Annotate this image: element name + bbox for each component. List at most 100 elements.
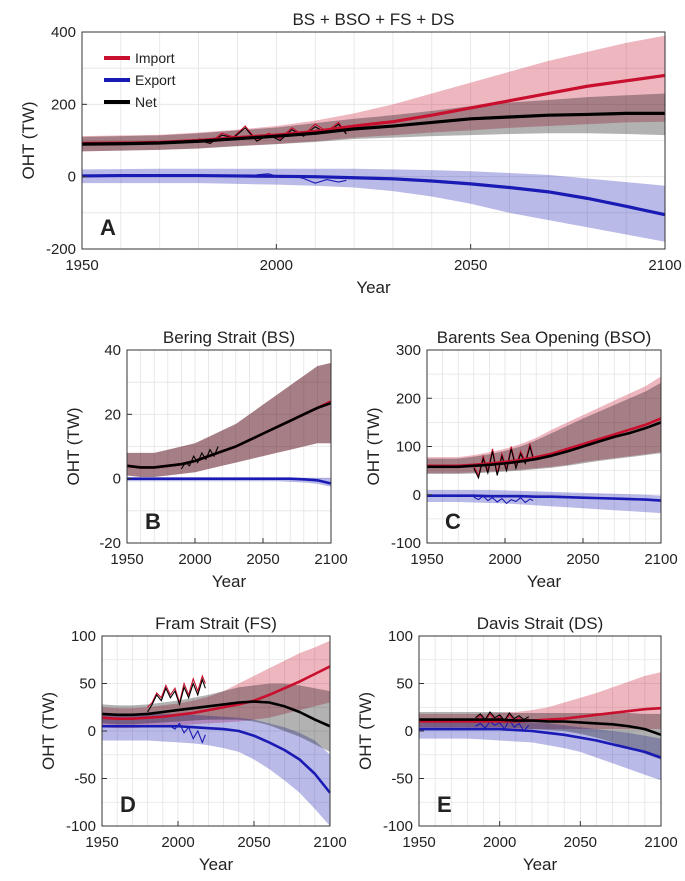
x-axis-label: Year [356, 278, 391, 297]
band-export [419, 721, 661, 781]
panel-letter: C [445, 509, 461, 534]
band-export [427, 489, 661, 514]
y-tick-label: 0 [88, 723, 96, 740]
series-line-net [419, 718, 662, 737]
y-tick-label: 0 [113, 471, 121, 488]
y-tick-label: -100 [66, 818, 96, 835]
x-tick-label: 2050 [246, 551, 279, 568]
y-tick-label: -50 [391, 771, 413, 788]
x-tick-label: 2100 [313, 834, 346, 851]
x-tick-label: 1950 [65, 257, 98, 274]
series-line-net [101, 700, 331, 728]
y-tick-label: -100 [391, 535, 421, 552]
plot-frame [126, 349, 332, 544]
y-tick-label: 0 [413, 487, 421, 504]
legend-label-export: Export [135, 72, 176, 88]
band-import [102, 640, 330, 729]
series-line-export [102, 724, 332, 794]
band-net [427, 382, 661, 475]
x-tick-label: 2000 [488, 551, 521, 568]
panel-letter: E [437, 792, 452, 817]
x-tick-label: 2000 [161, 834, 194, 851]
x-axis-label: Year [199, 855, 234, 874]
y-axis-label: OHT (TW) [39, 692, 58, 770]
plot-frame [81, 31, 666, 250]
series-line-net [81, 111, 665, 146]
y-axis-label: OHT (TW) [19, 101, 38, 179]
series-line-export [127, 477, 332, 485]
y-tick-label: -100 [383, 818, 413, 835]
y-tick-label: 200 [396, 390, 421, 407]
panel-letter: A [100, 215, 116, 240]
observation-line-net [180, 446, 219, 470]
x-axis-label: Year [523, 855, 558, 874]
y-tick-label: 100 [388, 628, 413, 645]
panel-letter: B [145, 509, 161, 534]
band-export [82, 168, 665, 242]
y-tick-label: 40 [104, 342, 121, 359]
y-tick-label: -20 [99, 535, 121, 552]
y-tick-label: 0 [68, 169, 76, 186]
x-tick-label: 2000 [483, 834, 516, 851]
y-tick-label: -200 [46, 241, 76, 258]
x-tick-label: 2050 [566, 551, 599, 568]
x-tick-label: 2050 [237, 834, 270, 851]
x-tick-label: 2050 [564, 834, 597, 851]
band-import [427, 376, 661, 474]
x-tick-label: 1950 [410, 551, 443, 568]
x-tick-label: 2100 [648, 257, 681, 274]
y-tick-label: -50 [74, 771, 96, 788]
band-export [102, 713, 330, 826]
band-import [82, 35, 665, 152]
y-tick-label: 100 [71, 628, 96, 645]
x-tick-label: 2050 [454, 257, 487, 274]
series-line-export [81, 173, 666, 217]
x-tick-label: 2100 [644, 834, 677, 851]
band-import [127, 362, 331, 478]
panel-title: BS + BSO + FS + DS [292, 10, 454, 29]
x-tick-label: 2000 [260, 257, 293, 274]
panel-e: 1950 2000 2050 2100 -100 -50 0 50 100 Davis Strai… [356, 614, 678, 874]
y-axis-label: OHT (TW) [364, 407, 383, 485]
band-net [127, 362, 331, 478]
series-line-import [101, 665, 331, 720]
panel-a: 1950 2000 2050 2100 -200 0 200 400 BS + BSO + FS… [19, 10, 682, 297]
panel-d: 1950 2000 2050 2100 -100 -50 0 50 100 Fram Strait… [39, 614, 347, 874]
x-tick-label: 1950 [110, 551, 143, 568]
panel-c: 1950 2000 2050 2100 -100 0 100 200 300 Barents Se… [364, 328, 678, 591]
panel-title: Barents Sea Opening (BSO) [437, 328, 652, 347]
legend-label-net: Net [135, 94, 157, 110]
y-tick-label: 50 [396, 676, 413, 693]
series-line-net [427, 421, 662, 469]
band-net [102, 683, 330, 752]
x-tick-label: 1950 [402, 834, 435, 851]
panel-b: 1950 2000 2050 2100 -20 0 20 40 Bering Strait (B… [64, 328, 348, 591]
y-tick-label: 100 [396, 439, 421, 456]
x-tick-label: 2000 [178, 551, 211, 568]
series-line-export [419, 727, 662, 759]
observation-line-net [147, 677, 206, 713]
observation-line-import [147, 674, 206, 708]
y-axis-label: OHT (TW) [64, 407, 83, 485]
y-tick-label: 0 [405, 723, 413, 740]
x-axis-label: Year [212, 572, 247, 591]
legend: Import Export Net [104, 50, 176, 110]
y-tick-label: 50 [79, 676, 96, 693]
y-tick-label: 200 [51, 96, 76, 113]
panel-letter: D [120, 792, 136, 817]
x-tick-label: 2100 [314, 551, 347, 568]
y-tick-label: 400 [51, 24, 76, 41]
x-axis-label: Year [527, 572, 562, 591]
x-tick-label: 1950 [85, 834, 118, 851]
panel-title: Bering Strait (BS) [163, 328, 295, 347]
observation-line-export [475, 718, 530, 732]
y-tick-label: 300 [396, 342, 421, 359]
y-tick-label: 20 [104, 406, 121, 423]
panel-title: Fram Strait (FS) [155, 614, 277, 633]
y-axis-label: OHT (TW) [356, 692, 375, 770]
x-tick-label: 2100 [644, 551, 677, 568]
legend-label-import: Import [135, 50, 175, 66]
panel-title: Davis Strait (DS) [477, 614, 604, 633]
series-line-net [126, 401, 332, 469]
